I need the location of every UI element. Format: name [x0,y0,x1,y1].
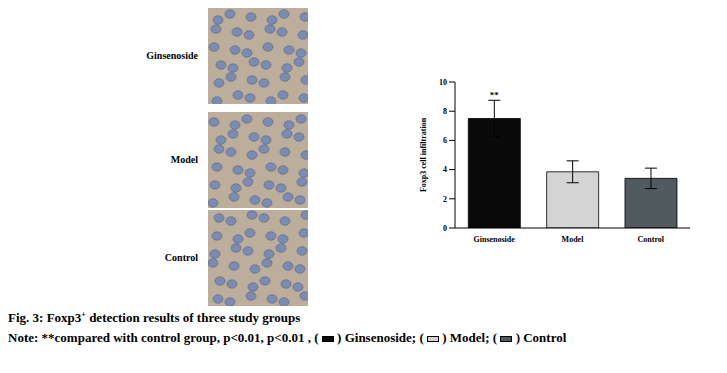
svg-text:Ginsenoside: Ginsenoside [473,235,515,244]
html-text:Control: Control [164,252,198,263]
html-text:Fig. 3: Foxp3+detection result: Fig. 3: Foxp3+detection results of three… [8,310,301,326]
html-text:) Ginsenoside; (: ) Ginsenoside; ( [333,330,427,345]
svg-text:Model: Model [562,235,585,244]
html-text:) Model; (: ) Model; ( [439,330,501,345]
html-text:Model: Model [170,154,198,165]
html-text:) Control: ) Control [512,330,567,345]
svg-text:6: 6 [443,136,447,145]
svg-text:Control: Control [638,235,665,244]
svg-text:Foxp3 cell infiltration: Foxp3 cell infiltration [419,117,428,192]
html-text:Ginsenoside: Ginsenoside [146,50,198,61]
svg-text:10: 10 [439,78,447,87]
svg-text:4: 4 [443,165,447,174]
svg-text:8: 8 [443,107,447,116]
html-text:Note: **compared with control: Note: **compared with control group, p<0… [8,330,322,345]
svg-text:2: 2 [443,195,447,204]
svg-text:**: ** [490,90,500,100]
svg-text:0: 0 [443,224,447,233]
